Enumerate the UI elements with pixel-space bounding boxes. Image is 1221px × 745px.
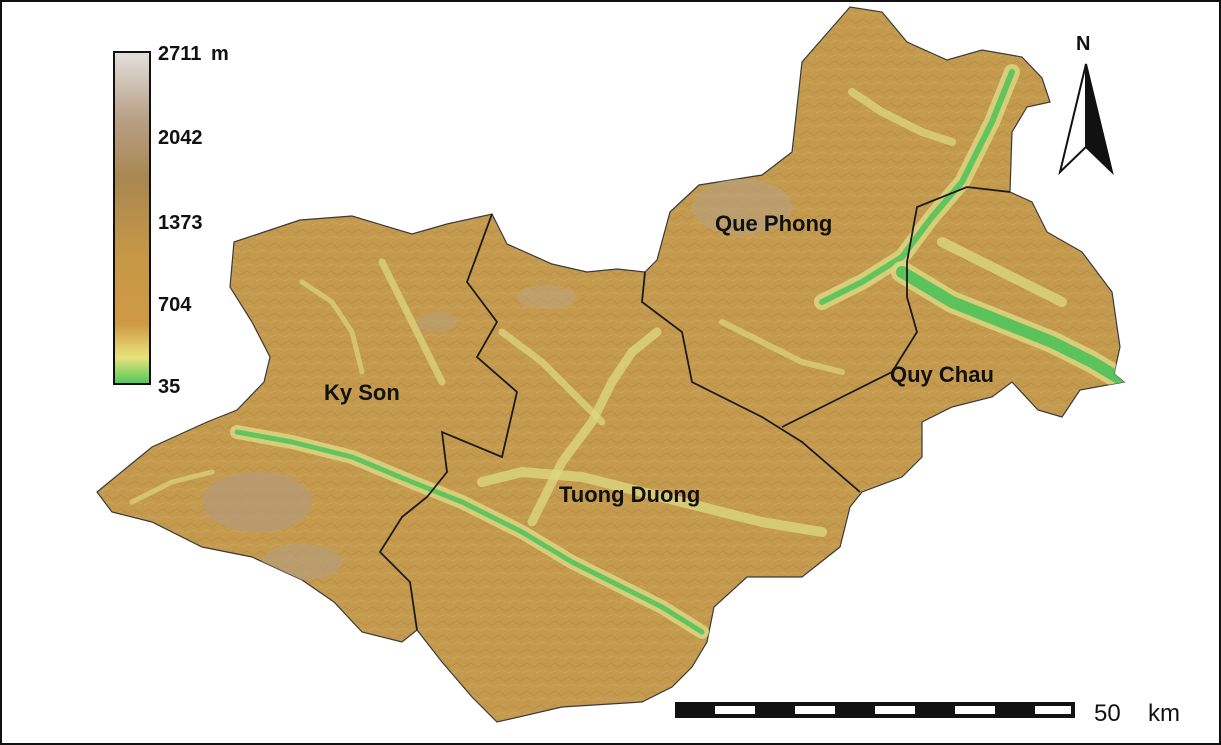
legend-tick-35: 35 [158,376,180,398]
highland-patch [262,544,342,580]
legend-color-bar [113,51,151,385]
boundary-ky-son-tuong-duong [378,213,518,631]
highland-patch [202,472,312,532]
elevation-legend: 2711 m 2042 1373 704 35 [113,43,229,398]
scale-value: 50 [1094,700,1121,727]
highland-patch [417,312,457,332]
highland-patch [692,179,792,235]
north-label: N [1076,33,1090,55]
district-label-ky-son: Ky Son [324,380,400,405]
scale-unit: km [1148,700,1180,727]
legend-unit: m [211,43,229,65]
district-label-que-phong: Que Phong [715,211,832,236]
legend-max-label: 2711 [158,43,201,65]
north-arrow: N [1058,33,1114,176]
north-arrow-left-half [1058,63,1087,176]
north-arrow-right-half [1085,63,1114,176]
boundary-que-phong-quy-chau [781,186,1011,428]
legend-tick-2042: 2042 [158,127,203,149]
legend-tick-1373: 1373 [158,212,203,234]
boundary-tuong-duong-que-phong [641,271,861,493]
district-label-quy-chau: Quy Chau [890,362,994,387]
legend-tick-704: 704 [158,294,192,316]
river-valleys [129,64,1124,639]
study-area [96,6,1126,723]
district-boundaries [378,186,1011,631]
highland-patch [517,285,577,309]
scale-bar: 50 km [675,700,1180,727]
district-label-tuong-duong: Tuong Duong [559,482,700,507]
terrain-region [96,6,1126,723]
